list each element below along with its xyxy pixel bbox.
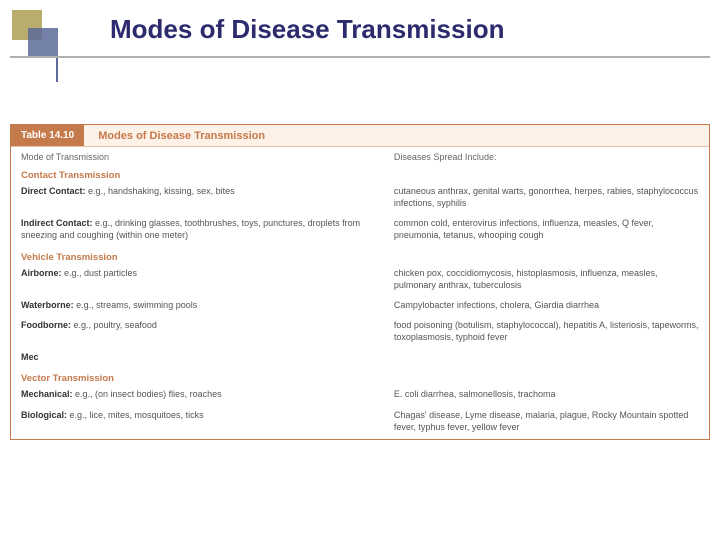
column-header-left: Mode of Transmission (21, 152, 394, 162)
row-description: e.g., (on insect bodies) flies, roaches (73, 389, 222, 399)
row-left: Indirect Contact: e.g., drinking glasses… (21, 217, 394, 241)
row-label: Mec (21, 352, 39, 362)
table-row: Mechanical: e.g., (on insect bodies) fli… (11, 386, 709, 406)
row-label: Direct Contact: (21, 186, 86, 196)
section-heading: Contact Transmission (11, 166, 709, 183)
row-label: Mechanical: (21, 389, 73, 399)
row-left: Mec (21, 351, 394, 363)
row-left: Direct Contact: e.g., handshaking, kissi… (21, 185, 394, 209)
row-description: e.g., poultry, seafood (71, 320, 157, 330)
row-label: Biological: (21, 410, 67, 420)
table-row: Direct Contact: e.g., handshaking, kissi… (11, 183, 709, 215)
row-right: common cold, enterovirus infections, inf… (394, 217, 699, 241)
row-description: e.g., lice, mites, mosquitoes, ticks (67, 410, 204, 420)
row-left: Waterborne: e.g., streams, swimming pool… (21, 299, 394, 311)
row-left: Biological: e.g., lice, mites, mosquitoe… (21, 409, 394, 433)
row-right (394, 351, 699, 363)
row-right: Campylobacter infections, cholera, Giard… (394, 299, 699, 311)
row-right: chicken pox, coccidiomycosis, histoplasm… (394, 267, 699, 291)
table-title: Modes of Disease Transmission (84, 130, 265, 142)
row-right: food poisoning (botulism, staphylococcal… (394, 319, 699, 343)
decor-square-blue (28, 28, 58, 58)
row-description: e.g., handshaking, kissing, sex, bites (86, 186, 235, 196)
row-left: Airborne: e.g., dust particles (21, 267, 394, 291)
row-right: Chagas' disease, Lyme disease, malaria, … (394, 409, 699, 433)
row-right: E. coli diarrhea, salmonellosis, trachom… (394, 388, 699, 400)
table-column-headers: Mode of Transmission Diseases Spread Inc… (11, 147, 709, 166)
table-row: Mec (11, 349, 709, 369)
section-heading: Vector Transmission (11, 369, 709, 386)
transmission-table: Table 14.10 Modes of Disease Transmissio… (10, 124, 710, 440)
row-left: Mechanical: e.g., (on insect bodies) fli… (21, 388, 394, 400)
row-right: cutaneous anthrax, genital warts, gonorr… (394, 185, 699, 209)
row-description: e.g., streams, swimming pools (74, 300, 198, 310)
section-heading: Vehicle Transmission (11, 248, 709, 265)
decor-vertical-line (56, 58, 58, 82)
decor-horizontal-line (10, 56, 710, 58)
table-row: Foodborne: e.g., poultry, seafoodfood po… (11, 317, 709, 349)
row-left: Foodborne: e.g., poultry, seafood (21, 319, 394, 343)
column-header-right: Diseases Spread Include: (394, 152, 699, 162)
table-row: Airborne: e.g., dust particleschicken po… (11, 265, 709, 297)
table-header: Table 14.10 Modes of Disease Transmissio… (11, 125, 709, 147)
row-label: Foodborne: (21, 320, 71, 330)
table-row: Biological: e.g., lice, mites, mosquitoe… (11, 407, 709, 439)
row-label: Waterborne: (21, 300, 74, 310)
row-label: Indirect Contact: (21, 218, 93, 228)
table-row: Indirect Contact: e.g., drinking glasses… (11, 215, 709, 247)
row-label: Airborne: (21, 268, 62, 278)
table-number: Table 14.10 (11, 125, 84, 146)
table-row: Waterborne: e.g., streams, swimming pool… (11, 297, 709, 317)
row-description: e.g., dust particles (62, 268, 138, 278)
slide-title: Modes of Disease Transmission (110, 14, 504, 45)
table-body: Contact Transmission Direct Contact: e.g.… (11, 166, 709, 439)
